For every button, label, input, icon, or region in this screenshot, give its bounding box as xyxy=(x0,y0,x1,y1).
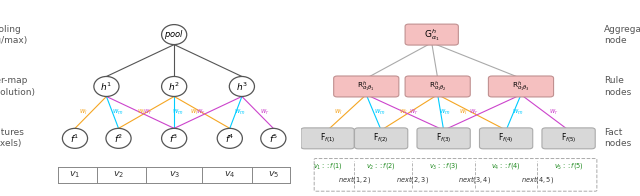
Text: $w_r$: $w_r$ xyxy=(260,108,269,117)
Text: $\mathrm{G}^h_{\alpha_1}$: $\mathrm{G}^h_{\alpha_1}$ xyxy=(424,27,440,43)
Text: $w_m$: $w_m$ xyxy=(111,108,123,117)
Circle shape xyxy=(161,76,187,96)
Text: $w_l$: $w_l$ xyxy=(459,108,467,117)
Circle shape xyxy=(63,128,88,148)
Text: $w_l$: $w_l$ xyxy=(333,108,342,117)
Text: $w_m$: $w_m$ xyxy=(439,108,451,117)
Text: $f^3$: $f^3$ xyxy=(170,132,179,145)
Text: $v_4$: $v_4$ xyxy=(224,170,236,180)
Text: Rule
nodes: Rule nodes xyxy=(604,76,632,96)
Text: $w_m$: $w_m$ xyxy=(512,108,524,117)
Text: $v_2$: $v_2$ xyxy=(113,170,124,180)
Text: $w_m$: $w_m$ xyxy=(234,108,245,117)
Text: Aggregation
node: Aggregation node xyxy=(604,24,640,45)
FancyBboxPatch shape xyxy=(314,159,597,191)
Text: $f^1$: $f^1$ xyxy=(70,132,79,145)
Text: $h^3$: $h^3$ xyxy=(236,80,248,93)
Text: $v_3$: $v_3$ xyxy=(168,170,180,180)
Text: $pool$: $pool$ xyxy=(164,28,184,41)
Text: $w_l$: $w_l$ xyxy=(79,108,88,117)
FancyBboxPatch shape xyxy=(405,24,458,45)
FancyBboxPatch shape xyxy=(333,76,399,97)
Text: $next(3,4)$: $next(3,4)$ xyxy=(458,174,492,185)
Text: $next(1,2)$: $next(1,2)$ xyxy=(338,174,371,185)
Text: $w_l$: $w_l$ xyxy=(399,108,408,117)
FancyBboxPatch shape xyxy=(355,128,408,149)
Text: $w_l$: $w_l$ xyxy=(137,108,146,117)
Circle shape xyxy=(217,128,243,148)
Circle shape xyxy=(161,24,187,44)
Text: $\mathrm{F}_{f(5)}$: $\mathrm{F}_{f(5)}$ xyxy=(561,132,577,145)
FancyBboxPatch shape xyxy=(405,76,470,97)
Text: $\mathrm{F}_{f(3)}$: $\mathrm{F}_{f(3)}$ xyxy=(436,132,451,145)
Text: Features
(pixels): Features (pixels) xyxy=(0,128,24,148)
FancyBboxPatch shape xyxy=(542,128,595,149)
Text: $w_r$: $w_r$ xyxy=(468,108,478,117)
Circle shape xyxy=(260,128,286,148)
Text: $\mathrm{F}_{f(2)}$: $\mathrm{F}_{f(2)}$ xyxy=(373,132,389,145)
Text: $f^2$: $f^2$ xyxy=(114,132,123,145)
Text: $w_r$: $w_r$ xyxy=(409,108,419,117)
Text: $w_m$: $w_m$ xyxy=(172,108,184,117)
Text: $\mathrm{R}^h_{\alpha_1\theta_2}$: $\mathrm{R}^h_{\alpha_1\theta_2}$ xyxy=(429,79,447,93)
Text: $\mathrm{F}_{f(1)}$: $\mathrm{F}_{f(1)}$ xyxy=(320,132,335,145)
Circle shape xyxy=(106,128,131,148)
Circle shape xyxy=(229,76,255,96)
FancyBboxPatch shape xyxy=(488,76,554,97)
Text: $v_4{::}f(4)$: $v_4{::}f(4)$ xyxy=(491,161,521,171)
Text: $\mathrm{R}^h_{\alpha_1\theta_3}$: $\mathrm{R}^h_{\alpha_1\theta_3}$ xyxy=(512,79,530,93)
Text: $w_r$: $w_r$ xyxy=(143,108,152,117)
Text: $next(2,3)$: $next(2,3)$ xyxy=(396,174,429,185)
Text: $v_3{::}f(3)$: $v_3{::}f(3)$ xyxy=(429,161,458,171)
FancyBboxPatch shape xyxy=(417,128,470,149)
Circle shape xyxy=(94,76,119,96)
Text: $\mathrm{F}_{f(4)}$: $\mathrm{F}_{f(4)}$ xyxy=(499,132,514,145)
Text: $\mathrm{R}^h_{\alpha_1\theta_1}$: $\mathrm{R}^h_{\alpha_1\theta_1}$ xyxy=(357,79,375,93)
Text: $v_5$: $v_5$ xyxy=(268,170,279,180)
Text: Filter-map
(convolution): Filter-map (convolution) xyxy=(0,76,35,96)
Text: $v_2{::}f(2)$: $v_2{::}f(2)$ xyxy=(366,161,396,171)
Text: $v_5{::}f(5)$: $v_5{::}f(5)$ xyxy=(554,161,584,171)
Text: $h^1$: $h^1$ xyxy=(100,80,113,93)
Text: Fact
nodes: Fact nodes xyxy=(604,128,632,148)
Text: $v_1$: $v_1$ xyxy=(69,170,81,180)
Text: $f^4$: $f^4$ xyxy=(225,132,234,145)
Text: $v_1{::}f(1)$: $v_1{::}f(1)$ xyxy=(313,161,342,171)
Text: $f^5$: $f^5$ xyxy=(269,132,278,145)
Text: $w_l$: $w_l$ xyxy=(190,108,199,117)
Text: $w_m$: $w_m$ xyxy=(374,108,385,117)
FancyBboxPatch shape xyxy=(301,128,354,149)
Circle shape xyxy=(161,128,187,148)
Text: Pooling
(avg/max): Pooling (avg/max) xyxy=(0,24,28,45)
Text: $w_r$: $w_r$ xyxy=(549,108,559,117)
Text: $h^2$: $h^2$ xyxy=(168,80,180,93)
FancyBboxPatch shape xyxy=(479,128,532,149)
Text: $w_r$: $w_r$ xyxy=(196,108,205,117)
Text: $next(4,5)$: $next(4,5)$ xyxy=(521,174,554,185)
